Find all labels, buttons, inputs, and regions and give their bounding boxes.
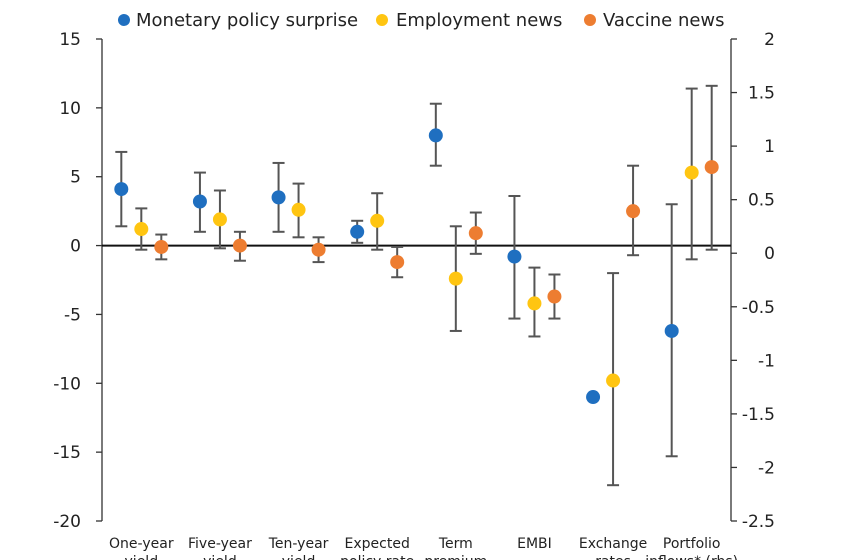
left-y-tick-label: 5 bbox=[70, 168, 81, 188]
data-point bbox=[350, 224, 365, 239]
data-point bbox=[370, 213, 385, 228]
data-point bbox=[586, 390, 601, 405]
right-y-tick-label: -0.5 bbox=[742, 298, 775, 318]
right-y-tick-label: 1.5 bbox=[748, 84, 775, 104]
right-y-tick-label: 1 bbox=[764, 137, 775, 157]
x-tick-label: Expectedpolicy rate bbox=[340, 536, 414, 560]
data-point bbox=[664, 323, 679, 338]
x-tick-label: Ten-yearyield bbox=[268, 536, 329, 560]
legend-marker-monetary-policy-surprise bbox=[118, 14, 130, 26]
data-point bbox=[154, 239, 169, 254]
data-point bbox=[547, 289, 562, 304]
data-point bbox=[448, 271, 463, 286]
legend-item-employment-news: Employment news bbox=[376, 10, 562, 31]
left-y-tick-label: 10 bbox=[59, 99, 81, 119]
data-point bbox=[507, 249, 522, 264]
data-point bbox=[684, 165, 699, 180]
data-point bbox=[626, 204, 641, 219]
legend-item-vaccine-news: Vaccine news bbox=[584, 10, 725, 31]
right-y-tick-label: -1.5 bbox=[742, 405, 775, 425]
x-tick-labels: One-yearyield Five-yearyield Ten-yearyield… bbox=[109, 536, 738, 560]
legend-label-vaccine-news: Vaccine news bbox=[603, 10, 725, 31]
data-point bbox=[271, 190, 286, 205]
x-tick-label: One-yearyield bbox=[109, 536, 174, 560]
data-point bbox=[468, 226, 483, 241]
data-point bbox=[311, 242, 326, 257]
left-y-tick-label: 15 bbox=[59, 30, 81, 50]
x-tick-label: EMBI bbox=[517, 536, 552, 552]
left-y-tick-label: 0 bbox=[70, 237, 81, 257]
right-y-tick-label: -1 bbox=[758, 351, 775, 371]
x-tick-label: Portfolioinflows* (rhs) bbox=[645, 536, 738, 560]
x-tick-label: Termpremium bbox=[424, 536, 487, 560]
right-y-tick-label: 2 bbox=[764, 30, 775, 50]
data-point bbox=[114, 182, 129, 197]
data-point bbox=[232, 238, 247, 253]
left-y-tick-label: -20 bbox=[53, 512, 81, 532]
data-point bbox=[606, 373, 621, 388]
right-y-tick-label: 0 bbox=[764, 244, 775, 264]
data-point bbox=[192, 194, 207, 209]
legend: Monetary policy surprise Employment news… bbox=[118, 10, 725, 31]
left-y-tick-label: -15 bbox=[53, 443, 81, 463]
data-point bbox=[704, 160, 719, 175]
data-point bbox=[390, 255, 405, 270]
error-bars bbox=[115, 84, 718, 487]
data-points bbox=[114, 128, 719, 405]
legend-label-monetary-policy-surprise: Monetary policy surprise bbox=[136, 10, 358, 31]
data-point bbox=[212, 212, 227, 227]
right-y-tick-label: -2.5 bbox=[742, 512, 775, 532]
data-point bbox=[134, 222, 149, 237]
right-y-tick-label: 0.5 bbox=[748, 191, 775, 211]
legend-marker-employment-news bbox=[376, 14, 388, 26]
left-y-tick-label: -10 bbox=[53, 374, 81, 394]
x-tick-label: Five-yearyield bbox=[188, 536, 252, 560]
data-point bbox=[428, 128, 443, 143]
legend-marker-vaccine-news bbox=[584, 14, 596, 26]
axes: 15 10 5 0 -5 -10 -15 -20 2 1.5 1 0.5 0 -0.5 -1 -1.5 -2 -2… bbox=[53, 30, 775, 532]
x-tick-label: Exchangerates bbox=[579, 536, 647, 560]
right-y-tick-label: -2 bbox=[758, 458, 775, 478]
legend-label-employment-news: Employment news bbox=[396, 10, 562, 31]
left-y-tick-label: -5 bbox=[64, 305, 81, 325]
data-point bbox=[527, 296, 542, 311]
data-point bbox=[291, 202, 306, 217]
legend-item-monetary-policy-surprise: Monetary policy surprise bbox=[118, 10, 358, 31]
